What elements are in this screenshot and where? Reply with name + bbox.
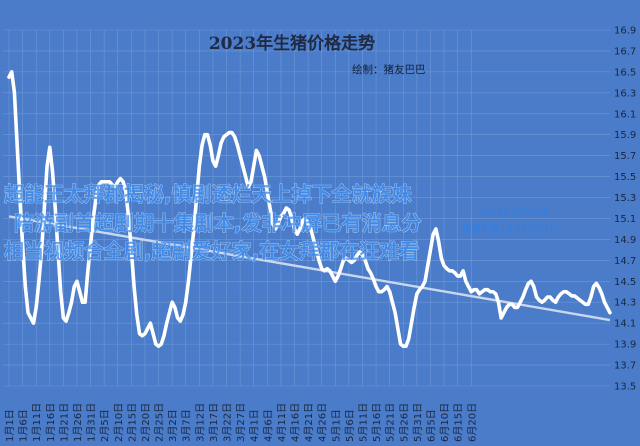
x-tick-label: 1月11日 bbox=[31, 403, 43, 442]
x-tick-label: 4月6日 bbox=[262, 409, 274, 442]
chart-credit: 绘制：猪友巴巴 bbox=[352, 63, 426, 76]
y-tick-label: 15.9 bbox=[614, 130, 636, 141]
y-tick-label: 14.7 bbox=[614, 256, 636, 267]
x-tick-label: 4月21日 bbox=[303, 403, 315, 442]
chart-title: 2023年生猪价格走势 bbox=[209, 33, 375, 54]
x-tick-label: 4月11日 bbox=[276, 403, 288, 442]
x-tick-label: 1月26日 bbox=[72, 403, 84, 442]
x-tick-label: 6月15日 bbox=[453, 403, 465, 442]
x-tick-label: 1月6日 bbox=[18, 409, 30, 442]
y-axis: 13.5 13.7 13.9 14.1 14.3 14.5 14.7 14.9 15.1 15.3… bbox=[614, 26, 636, 393]
x-tick-label: 6月20日 bbox=[466, 403, 478, 442]
watermark-line-1: 超能王太拜郡揭秘,慎剧透烂天上掉下全就族妹 bbox=[3, 182, 413, 206]
x-tick-label: 3月22日 bbox=[222, 403, 234, 442]
x-tick-label: 3月7日 bbox=[181, 409, 193, 442]
x-tick-label: 2月5日 bbox=[99, 409, 111, 442]
x-tick-label: 5月31日 bbox=[412, 403, 424, 442]
y-tick-label: 15.5 bbox=[614, 172, 636, 183]
x-tick-label: 4月26日 bbox=[317, 403, 329, 442]
x-tick-label: 5月21日 bbox=[385, 403, 397, 442]
y-tick-label: 14.5 bbox=[614, 277, 636, 288]
x-tick-label: 1月16日 bbox=[45, 403, 57, 442]
x-tick-label: 5月6日 bbox=[344, 409, 356, 442]
series-line bbox=[7, 70, 612, 349]
y-tick-label: 16.7 bbox=[614, 46, 636, 57]
x-tick-label: 2月20日 bbox=[140, 403, 152, 442]
y-tick-label: 16.9 bbox=[614, 26, 636, 37]
x-tick-label: 3月12日 bbox=[194, 403, 206, 442]
x-tick-label: 4月16日 bbox=[290, 403, 302, 442]
y-tick-label: 14.1 bbox=[614, 319, 636, 330]
watermark-line-3: 相当视频合全剧,超剧爱好家,在女拜郡在狂难看 bbox=[4, 239, 419, 263]
x-tick-label: 3月2日 bbox=[167, 409, 179, 442]
watermark-overlay: 超能王太拜郡揭秘,慎剧透烂天上掉下全就族妹 陪游副首超剧期十集剧本,发非冲屏已有… bbox=[3, 182, 422, 264]
x-tick-label: 2月25日 bbox=[154, 403, 166, 442]
y-tick-label: 13.7 bbox=[614, 361, 636, 372]
x-tick-label: 4月1日 bbox=[249, 409, 261, 442]
annotation-value: 生猪价格14.03元/公斤 bbox=[462, 223, 559, 235]
x-tick-label: 5月26日 bbox=[398, 403, 410, 442]
y-tick-label: 16.1 bbox=[614, 109, 636, 120]
x-tick-label: 3月27日 bbox=[235, 403, 247, 442]
x-tick-label: 2月15日 bbox=[126, 403, 138, 442]
y-tick-label: 16.5 bbox=[614, 67, 636, 78]
y-tick-label: 13.5 bbox=[614, 382, 636, 393]
x-tick-label: 6月10日 bbox=[439, 403, 451, 442]
x-tick-label: 1月21日 bbox=[58, 403, 70, 442]
x-tick-label: 5月1日 bbox=[330, 409, 342, 442]
x-tick-label: 5月16日 bbox=[371, 403, 383, 442]
y-tick-label: 13.9 bbox=[614, 340, 636, 351]
y-tick-label: 15.3 bbox=[614, 193, 636, 204]
x-tick-label: 1月31日 bbox=[86, 403, 98, 442]
y-tick-label: 15.7 bbox=[614, 151, 636, 162]
x-tick-label: 2月10日 bbox=[113, 403, 125, 442]
y-tick-label: 16.3 bbox=[614, 88, 636, 99]
x-tick-label: 6月5日 bbox=[425, 409, 437, 442]
y-tick-label: 14.3 bbox=[614, 298, 636, 309]
x-tick-label: 1月1日 bbox=[4, 409, 16, 442]
x-tick-label: 5月11日 bbox=[357, 403, 369, 442]
annotation-date: 2023年6月20日 bbox=[478, 207, 549, 219]
x-axis: 1月1日 1月6日 1月11日 1月16日 1月21日 1月26日 1月31日 2月5日 2月1… bbox=[4, 403, 478, 442]
y-tick-label: 14.9 bbox=[614, 235, 636, 246]
gridlines bbox=[3, 29, 610, 387]
watermark-line-2: 陪游副首超剧期十集剧本,发非冲屏已有消息分 bbox=[14, 211, 422, 235]
x-tick-label: 3月17日 bbox=[208, 403, 220, 442]
y-tick-label: 15.1 bbox=[614, 214, 636, 225]
